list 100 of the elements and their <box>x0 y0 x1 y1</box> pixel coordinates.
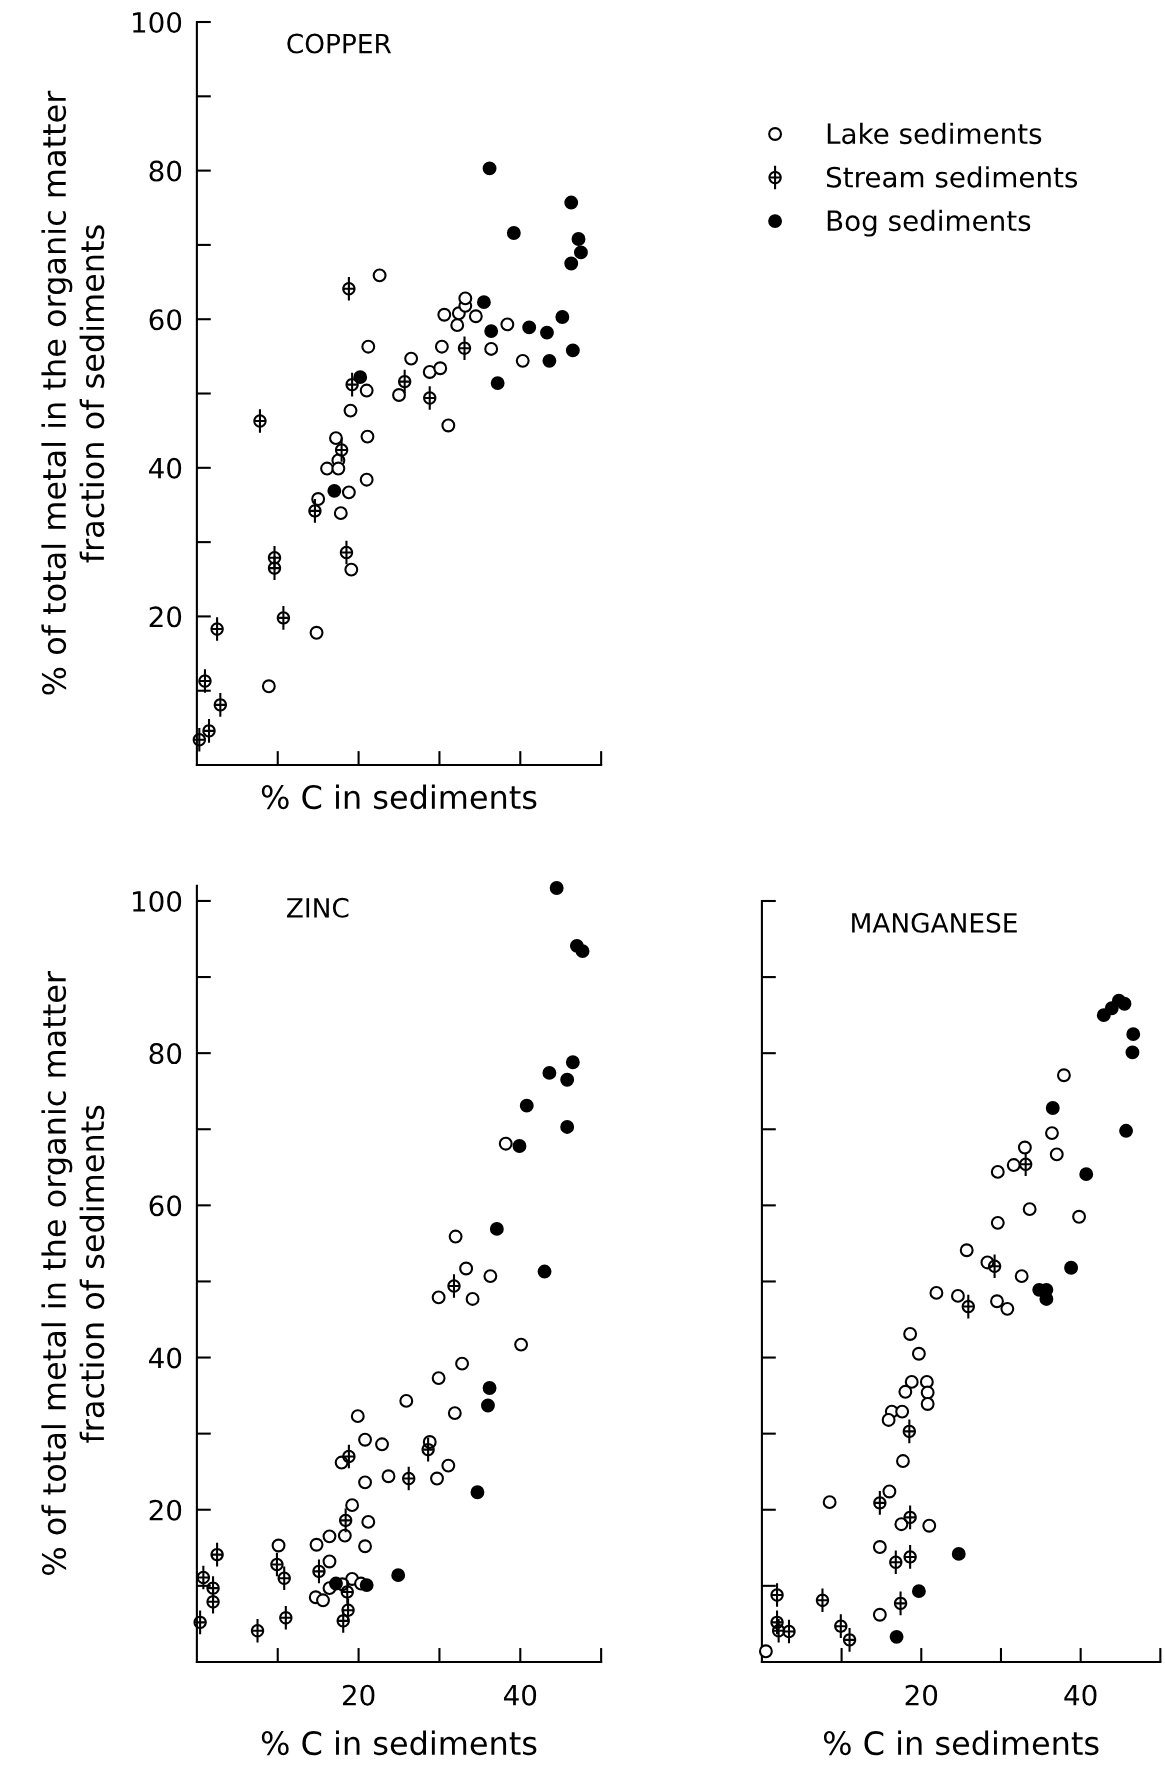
point <box>434 339 449 354</box>
point <box>959 1243 974 1258</box>
point <box>399 1393 414 1408</box>
point <box>920 1385 935 1400</box>
point <box>309 1537 324 1552</box>
point <box>1045 1126 1059 1141</box>
point <box>564 195 579 210</box>
y-tick-label: 40 <box>149 1347 182 1369</box>
point <box>1126 1027 1141 1042</box>
point <box>951 1546 966 1561</box>
point <box>448 1229 463 1244</box>
point <box>1117 996 1132 1011</box>
y-axis-title: % of total metal in the organic matter fraction of sediments <box>41 90 105 695</box>
point <box>1000 1301 1015 1316</box>
point <box>1017 1140 1032 1155</box>
point <box>350 1409 365 1424</box>
point <box>1049 1147 1064 1162</box>
point <box>482 161 497 176</box>
x-tick-label: 20 <box>342 1684 375 1706</box>
point <box>358 1539 372 1554</box>
point <box>895 1404 910 1419</box>
point <box>758 1644 773 1659</box>
point <box>311 492 326 506</box>
point <box>881 1413 896 1427</box>
x-tick-label: 20 <box>905 1684 938 1706</box>
point <box>447 1406 462 1421</box>
point <box>506 226 521 240</box>
point <box>911 1584 926 1599</box>
point <box>1079 1167 1094 1182</box>
point <box>359 1578 374 1593</box>
point <box>512 1139 527 1153</box>
point <box>519 1098 534 1113</box>
point <box>903 1327 918 1341</box>
point <box>500 317 515 332</box>
point <box>1022 1202 1037 1217</box>
point <box>359 472 374 487</box>
point <box>320 461 334 476</box>
point <box>904 1374 919 1389</box>
point <box>542 1065 557 1080</box>
point <box>333 506 348 521</box>
point <box>1045 1101 1060 1115</box>
point <box>358 1432 372 1447</box>
point <box>490 376 505 391</box>
y-tick-label: 40 <box>149 457 182 479</box>
point <box>484 341 499 356</box>
point <box>1072 1209 1086 1224</box>
legend-label: Lake sediments <box>827 122 1042 145</box>
point <box>896 1454 910 1468</box>
point <box>575 944 590 959</box>
point <box>468 309 483 324</box>
point <box>898 1384 913 1399</box>
chart-title: COPPER <box>287 33 392 54</box>
point <box>481 1398 495 1413</box>
point <box>431 1290 446 1305</box>
point <box>360 429 375 444</box>
point <box>375 1437 389 1452</box>
point <box>381 1469 396 1484</box>
point <box>430 1471 444 1486</box>
point <box>922 1518 937 1533</box>
y-tick-label: 20 <box>149 606 182 628</box>
point <box>484 324 499 339</box>
point <box>889 1629 904 1644</box>
point <box>990 1164 1005 1179</box>
point <box>458 291 473 306</box>
point <box>1125 1045 1140 1060</box>
point <box>882 1484 897 1499</box>
point <box>329 431 343 446</box>
point <box>1064 1260 1079 1275</box>
point <box>344 562 359 577</box>
point <box>522 320 537 335</box>
point <box>361 339 376 354</box>
point <box>372 268 387 283</box>
point <box>489 1221 504 1236</box>
point <box>1039 1292 1054 1306</box>
point <box>459 1261 474 1276</box>
point <box>920 1397 935 1411</box>
point <box>337 1528 352 1543</box>
point <box>565 343 580 358</box>
point <box>872 1607 887 1622</box>
y-tick-label: 80 <box>149 160 182 182</box>
point <box>514 1337 529 1352</box>
point <box>515 353 530 368</box>
point <box>322 1554 337 1569</box>
point <box>540 325 554 340</box>
point <box>560 1120 575 1134</box>
point <box>476 295 491 310</box>
y-tick-label: 60 <box>149 1195 182 1217</box>
point <box>431 1371 446 1386</box>
point <box>309 625 324 640</box>
point <box>392 388 406 402</box>
point <box>1014 1269 1029 1284</box>
point <box>1056 1068 1071 1083</box>
point <box>990 1294 1004 1309</box>
point <box>358 1475 372 1490</box>
y-tick-label: 80 <box>149 1043 182 1065</box>
legend-label: Stream sediments <box>826 166 1078 188</box>
chart-title: MANGANESE <box>852 912 1017 933</box>
legend-label: Bog sediments <box>827 209 1031 237</box>
point <box>391 1568 406 1583</box>
point <box>359 383 374 398</box>
